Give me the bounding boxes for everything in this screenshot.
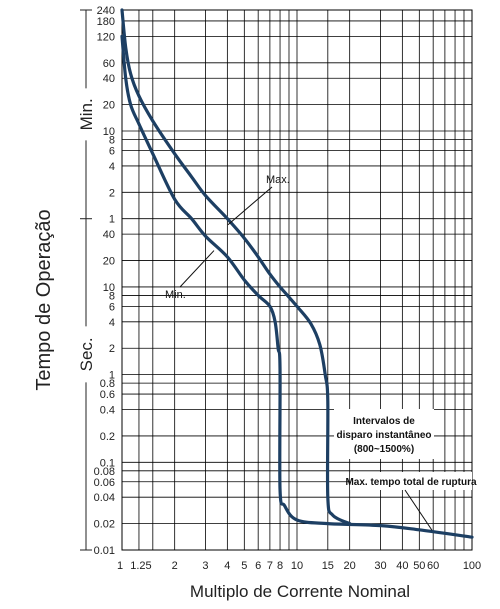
y-tick-labels: 2401801206040201086421402010864210.80.60… — [94, 5, 115, 557]
annotations: Max. Min. Intervalos de disparo instantâneo… — [165, 174, 477, 531]
annotation-min: Min. — [165, 289, 186, 301]
y-tick-label: 2 — [109, 343, 115, 355]
x-tick-label: 8 — [277, 560, 283, 572]
y-tick-label: 1 — [109, 370, 115, 382]
y-tick-label: 0.4 — [100, 405, 115, 417]
y-tick-label: 2 — [109, 187, 115, 199]
curve-min — [120, 34, 474, 539]
y-tick-label: 0.8 — [100, 378, 115, 390]
x-tick-label: 15 — [322, 560, 334, 572]
y-tick-label: 120 — [97, 31, 115, 43]
y-tick-label: 240 — [97, 5, 115, 17]
annotation-max: Max. — [266, 174, 290, 186]
y-tick-label: 6 — [109, 145, 115, 157]
y-tick-label: 1 — [109, 214, 115, 226]
plot-frame — [121, 9, 473, 551]
x-tick-label: 50 — [413, 560, 425, 572]
y-tick-label: 0.1 — [100, 457, 115, 469]
y-tick-label: 4 — [109, 161, 115, 173]
x-tick-label: 10 — [291, 560, 303, 572]
y-tick-label: 20 — [103, 256, 115, 268]
unit-label-bg — [76, 326, 96, 383]
y-tick-label: 40 — [103, 229, 115, 241]
y-tick-label: 0.06 — [94, 477, 115, 489]
unit-label-min: Min. — [77, 98, 96, 130]
annotation-box-bg — [334, 409, 434, 459]
annotation-max-break: Max. tempo total de ruptura — [345, 477, 477, 488]
leader-max-break — [404, 489, 433, 531]
y-tick-label: 8 — [109, 135, 115, 147]
x-tick-label: 3 — [202, 560, 208, 572]
y-tick-label: 4 — [109, 317, 115, 329]
leader-min — [179, 250, 215, 288]
annotation-instant-trip-line: disparo instantâneo — [336, 430, 431, 441]
y-tick-label: 60 — [103, 58, 115, 70]
y-tick-label: 0.6 — [100, 389, 115, 401]
x-tick-label: 100 — [463, 560, 481, 572]
x-tick-label: 40 — [396, 560, 408, 572]
y-tick-label: 0.04 — [94, 492, 115, 504]
y-tick-label: 40 — [103, 73, 115, 85]
x-tick-label: 1 — [117, 560, 123, 572]
y-tick-label: 10 — [103, 126, 115, 138]
annotation-instant-trip-line: (800~1500%) — [354, 444, 414, 455]
y-tick-label: 0.02 — [94, 519, 115, 531]
unit-label-sec: Sec. — [77, 337, 96, 371]
y-tick-label: 20 — [103, 100, 115, 112]
x-tick-label: 2 — [172, 560, 178, 572]
y-axis-title: Tempo de Operação — [33, 209, 55, 390]
y-tick-label: 0.01 — [94, 545, 115, 557]
y-axis-decoration: Min. Sec. — [76, 9, 96, 551]
grid — [121, 9, 473, 551]
x-tick-label: 5 — [241, 560, 247, 572]
x-tick-label: 4 — [224, 560, 230, 572]
x-tick-label: 60 — [427, 560, 439, 572]
y-tick-label: 10 — [103, 282, 115, 294]
curve-max — [120, 8, 352, 526]
x-tick-label: 6 — [255, 560, 261, 572]
x-tick-label: 20 — [344, 560, 356, 572]
annotation-instant-trip-line: Intervalos de — [353, 416, 415, 427]
x-tick-label: 1.25 — [130, 560, 151, 572]
y-tick-label: 0.2 — [100, 431, 115, 443]
y-tick-label: 180 — [97, 16, 115, 28]
curves — [120, 8, 474, 539]
y-tick-label: 8 — [109, 290, 115, 302]
x-tick-label: 7 — [267, 560, 273, 572]
annotation-box-bg — [350, 472, 472, 490]
unit-label-bg — [76, 88, 96, 141]
leader-max — [227, 186, 273, 226]
x-axis-title: Multiplo de Corrente Nominal — [190, 582, 410, 601]
x-tick-label: 30 — [374, 560, 386, 572]
y-tick-label: 0.08 — [94, 466, 115, 478]
y-tick-label: 6 — [109, 301, 115, 313]
x-tick-labels: 1 1.25 2 3 4 5 6 7 8 10 15 20 30 40 50 60 100 — [117, 560, 481, 572]
